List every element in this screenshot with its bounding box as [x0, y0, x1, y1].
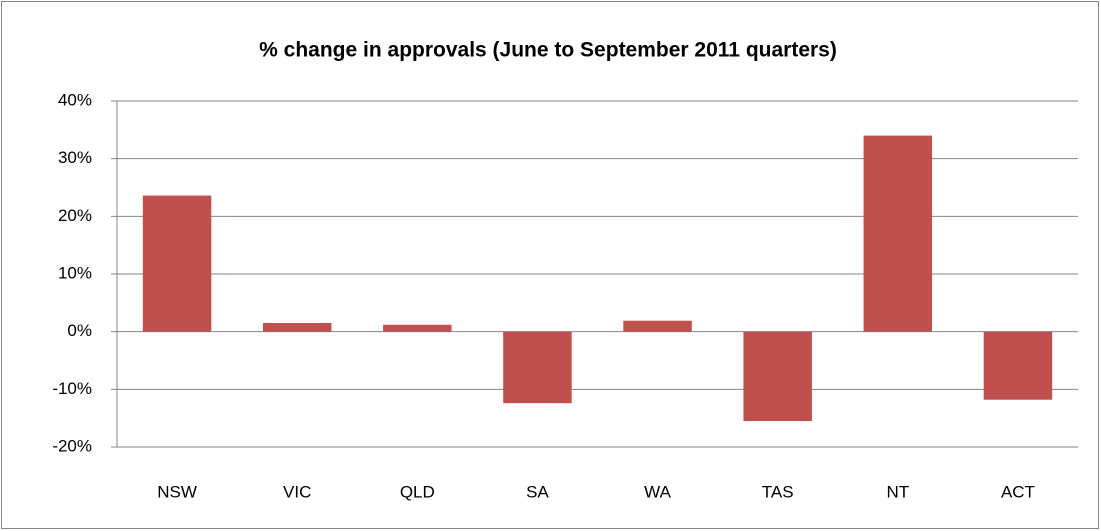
bar: [383, 324, 452, 332]
x-tick-label: QLD: [400, 482, 435, 501]
bar: [142, 195, 212, 332]
x-tick-label: SA: [526, 482, 549, 501]
y-tick-label: -20%: [52, 436, 92, 455]
bar: [743, 331, 812, 422]
bar: [503, 331, 572, 404]
y-tick-label: 40%: [58, 90, 92, 109]
x-tick-label: NSW: [157, 482, 197, 501]
x-tick-label: ACT: [1001, 482, 1035, 501]
x-tick-label: WA: [644, 482, 671, 501]
bar: [623, 320, 692, 332]
bar: [983, 331, 1053, 400]
x-tick-label: VIC: [283, 482, 311, 501]
y-tick-label: 20%: [58, 206, 92, 225]
x-tick-label: TAS: [762, 482, 794, 501]
x-tick-label: NT: [886, 482, 909, 501]
bar: [262, 323, 332, 332]
y-tick-label: 0%: [67, 321, 92, 340]
y-tick-label: 30%: [58, 148, 92, 167]
y-tick-label: -10%: [52, 379, 92, 398]
bar: [863, 135, 933, 332]
chart-title: % change in approvals (June to September…: [259, 39, 837, 62]
y-tick-label: 10%: [58, 263, 92, 282]
